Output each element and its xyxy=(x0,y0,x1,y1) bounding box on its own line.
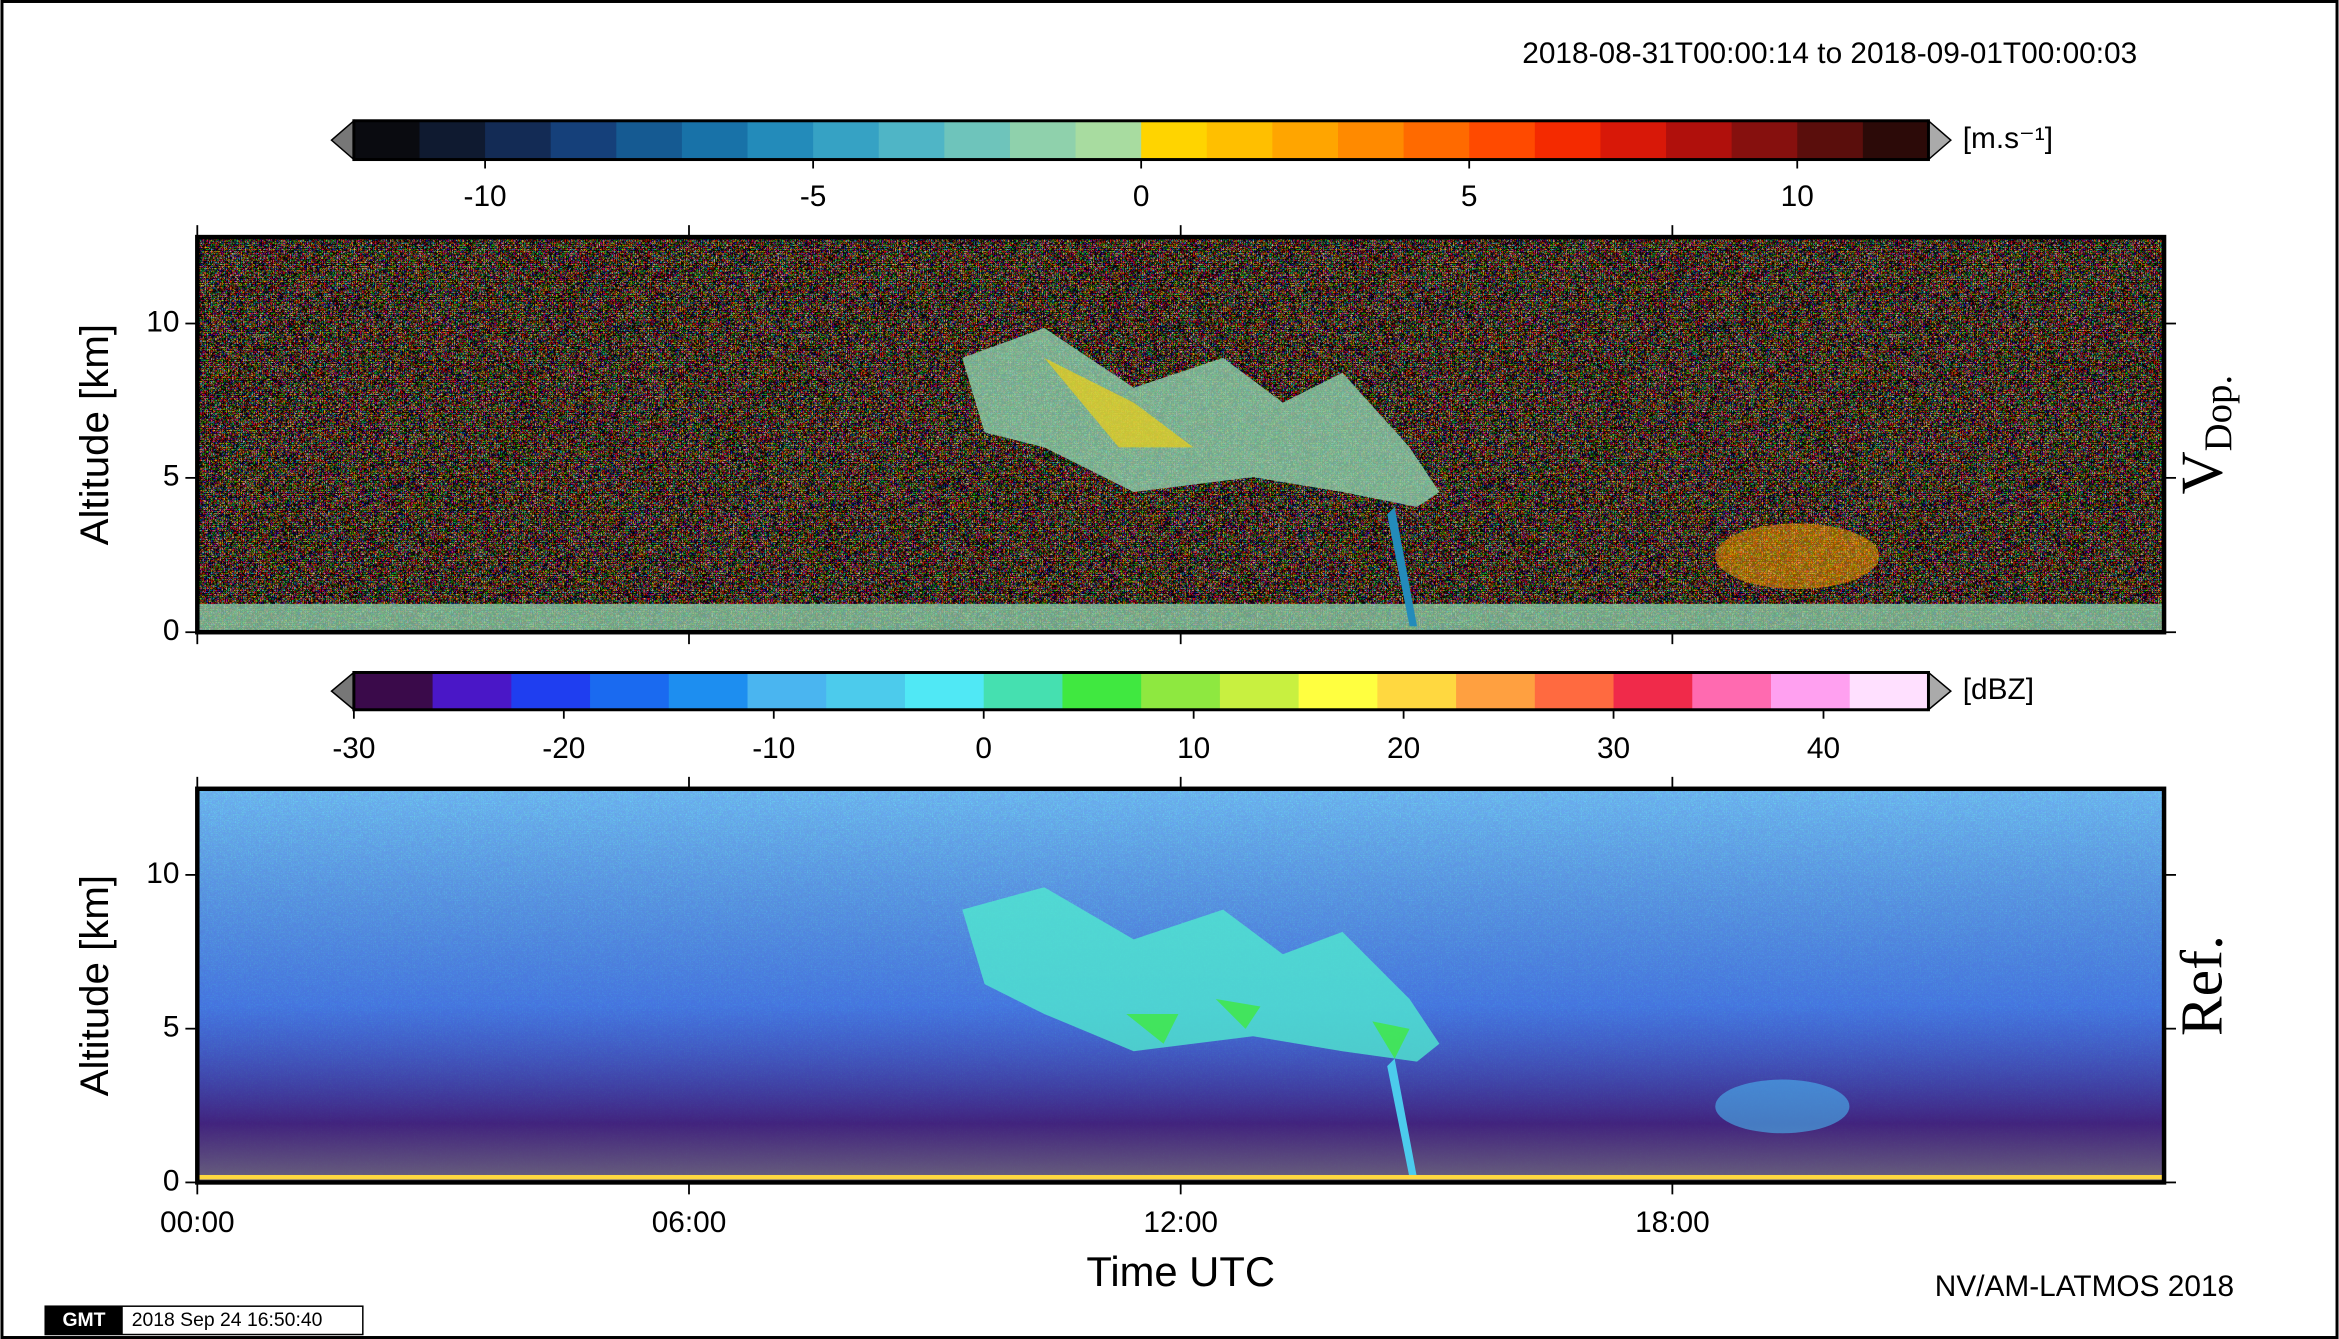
colorbar-segment xyxy=(1219,672,1300,710)
colorbar-tick-label: 40 xyxy=(1807,732,1840,765)
timestamp: 2018 Sep 24 16:50:40 xyxy=(132,1309,323,1331)
colorbar-segment xyxy=(511,672,591,710)
colorbar-segment xyxy=(1849,672,1930,710)
colorbar-arrow xyxy=(1927,119,1952,162)
colorbar-segment xyxy=(1469,120,1536,160)
colorbar-segment xyxy=(550,120,618,160)
y-axis-label: Altitude [km] xyxy=(72,324,117,545)
colorbar-segment xyxy=(904,672,985,710)
colorbar-segment xyxy=(1377,672,1457,710)
colorbar-segment xyxy=(1731,120,1798,160)
colorbar-tick-label: -20 xyxy=(542,732,585,765)
colorbar-segment xyxy=(668,672,749,710)
colorbar-segment xyxy=(983,672,1064,710)
logo: GMT xyxy=(62,1309,105,1331)
side-label: VDop. xyxy=(2168,375,2240,494)
side-label-main: Ref. xyxy=(2168,935,2234,1036)
colorbar-segment xyxy=(1534,672,1615,710)
colorbar-segment xyxy=(747,672,827,710)
credit: NV/AM-LATMOS 2018 xyxy=(1935,1270,2234,1303)
y-axis-label: Altitude [km] xyxy=(72,875,117,1096)
side-label-main: V xyxy=(2168,451,2234,494)
colorbar-segment xyxy=(826,672,906,710)
x-tick-label: 12:00 xyxy=(1143,1206,1218,1239)
colorbar-segment xyxy=(1862,120,1930,160)
colorbar-segment xyxy=(1613,672,1694,710)
colorbar-label: [dBZ] xyxy=(1963,673,2034,706)
colorbar-arrow xyxy=(330,119,355,162)
colorbar-segment xyxy=(813,120,880,160)
side-label: Ref. xyxy=(2168,935,2234,1036)
colorbar-segment xyxy=(1009,120,1077,160)
y-tick-label: 0 xyxy=(163,1164,180,1197)
colorbar-tick-label: 5 xyxy=(1461,180,1478,213)
colorbar-tick-label: 10 xyxy=(1177,732,1210,765)
colorbar-segment xyxy=(1771,672,1851,710)
x-tick-label: 00:00 xyxy=(160,1206,235,1239)
colorbar-segment xyxy=(944,120,1011,160)
colorbar-segment xyxy=(1456,672,1536,710)
colorbar-segment xyxy=(590,672,670,710)
footer: NV/AM-LATMOS 2018 GMT 2018 Sep 24 16:50:… xyxy=(44,1270,2234,1336)
colorbar-segment xyxy=(353,120,421,160)
colorbar-segment xyxy=(485,120,552,160)
colorbar-segment xyxy=(432,672,513,710)
colorbar-tick-label: 10 xyxy=(1781,180,1814,213)
y-tick-label: 10 xyxy=(146,857,179,890)
colorbar-segment xyxy=(616,120,683,160)
colorbar-arrow xyxy=(1927,670,1952,712)
y-tick-label: 5 xyxy=(163,460,180,493)
x-tick-label: 18:00 xyxy=(1635,1206,1710,1239)
y-tick-label: 5 xyxy=(163,1011,180,1044)
colorbar-segment xyxy=(353,672,434,710)
colorbar-frame xyxy=(352,670,1930,712)
colorbar-segment xyxy=(1141,120,1208,160)
x-axis-label: Time UTC xyxy=(1086,1248,1275,1295)
colorbar-tick-label: 0 xyxy=(975,732,992,765)
colorbar-tick-label: 20 xyxy=(1387,732,1420,765)
colorbar-segment xyxy=(1062,672,1142,710)
colorbar-tick-label: 30 xyxy=(1597,732,1630,765)
colorbar-tick-label: -10 xyxy=(752,732,795,765)
colorbar-segment xyxy=(681,120,749,160)
y-tick-label: 0 xyxy=(163,614,180,647)
colorbar-segment xyxy=(1272,120,1339,160)
y-tick-label: 10 xyxy=(146,305,179,338)
doppler-field xyxy=(197,237,2165,633)
colorbar-segment xyxy=(1141,672,1221,710)
colorbar-segment xyxy=(419,120,486,160)
colorbar-segment xyxy=(1797,120,1864,160)
colorbar-segment xyxy=(1534,120,1602,160)
colorbar-label: [m.s⁻¹] xyxy=(1963,122,2053,155)
x-tick-label: 06:00 xyxy=(652,1206,727,1239)
colorbar-segment xyxy=(1403,120,1470,160)
colorbar-segment xyxy=(747,120,814,160)
colorbar-tick-label: -5 xyxy=(800,180,827,213)
colorbar-segment xyxy=(1600,120,1667,160)
colorbar-arrow xyxy=(330,670,355,712)
colorbar-segment xyxy=(1337,120,1405,160)
logo-box xyxy=(45,1306,123,1335)
colorbar-tick-label: 0 xyxy=(1133,180,1150,213)
colorbar-segment xyxy=(1666,120,1733,160)
side-label-sub: Dop. xyxy=(2197,375,2240,451)
colorbar-tick-label: -30 xyxy=(332,732,375,765)
colorbar-tick-label: -10 xyxy=(464,180,507,213)
colorbar-segment xyxy=(1206,120,1274,160)
reflectivity-field xyxy=(197,788,2165,1183)
colorbar-segment xyxy=(1692,672,1772,710)
colorbar-segment xyxy=(878,120,946,160)
time-range: 2018-08-31T00:00:14 to 2018-09-01T00:00:… xyxy=(1522,37,2137,70)
colorbar-segment xyxy=(1298,672,1379,710)
colorbar-segment xyxy=(1075,120,1142,160)
